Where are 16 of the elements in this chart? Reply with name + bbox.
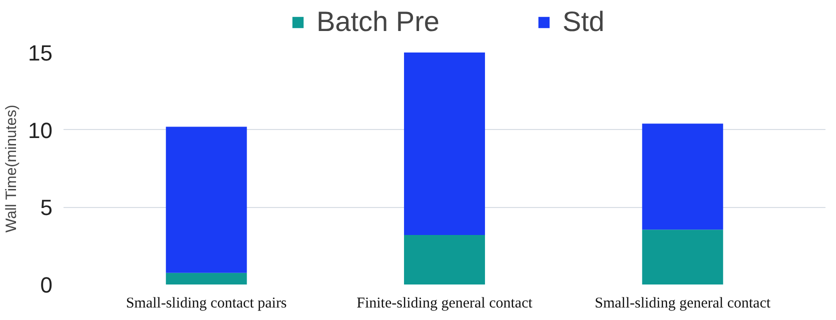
bar [642, 230, 724, 284]
legend-label: Std [562, 6, 604, 38]
y-tick-label: 0 [40, 272, 53, 298]
legend-label: Batch Pre [316, 6, 440, 38]
y-axis-title: Wall Time(minutes) [3, 104, 20, 233]
bar [166, 272, 247, 284]
y-tick-label: 5 [40, 195, 53, 220]
bar [166, 126, 247, 273]
x-tick-label: Small-sliding contact pairs [126, 296, 287, 312]
bar [404, 235, 485, 284]
bar [404, 52, 485, 236]
y-tick-label: 10 [28, 118, 53, 143]
x-tick-label: Small-sliding general contact [594, 296, 772, 312]
x-tick-label: Finite-sliding general contact [356, 296, 534, 312]
bar [642, 124, 724, 230]
y-tick-label: 15 [28, 40, 53, 66]
